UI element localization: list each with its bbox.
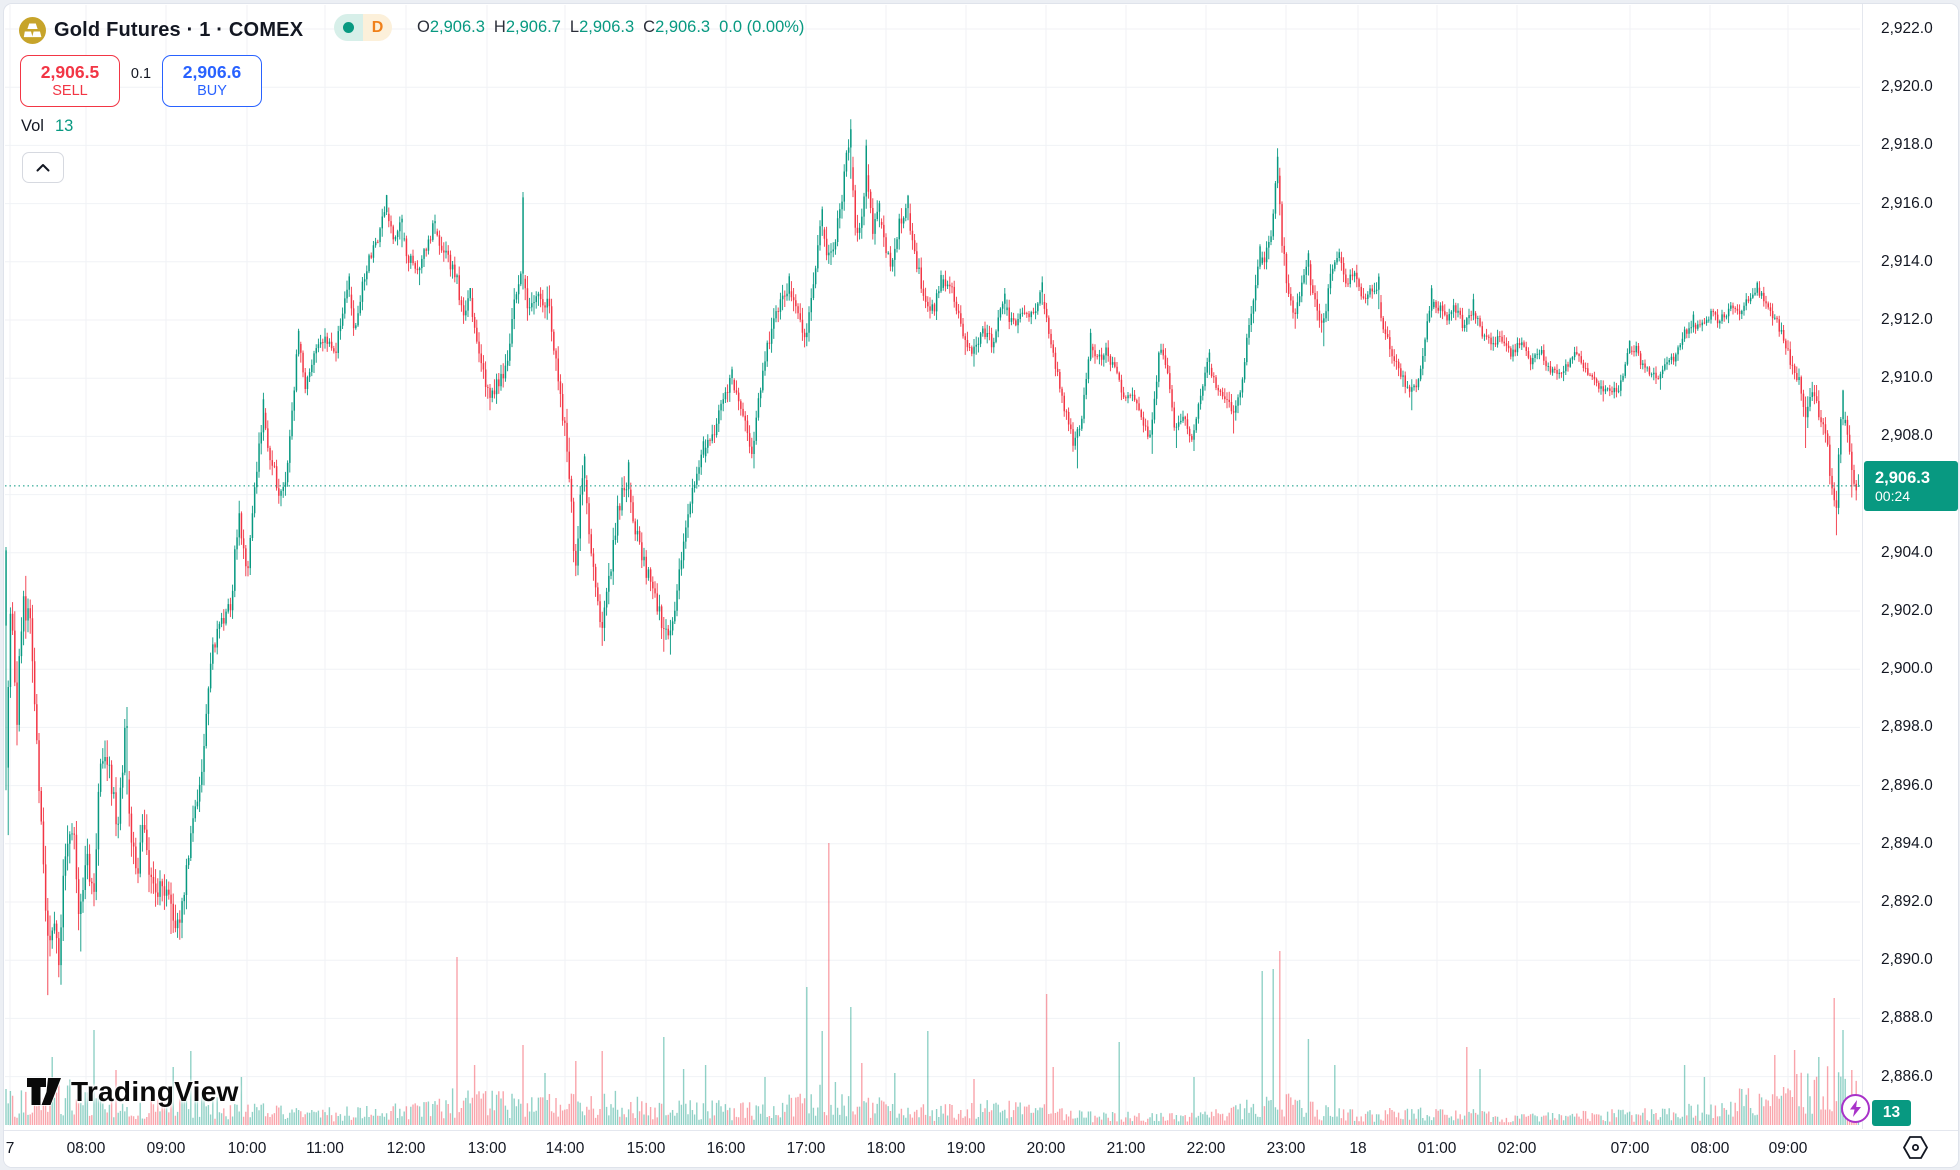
- interval-badge: D: [363, 14, 392, 41]
- time-axis-label: 16:00: [706, 1140, 746, 1157]
- time-axis-label: 7: [5, 1140, 15, 1157]
- price-axis-label: 2,918.0: [1881, 136, 1933, 153]
- time-axis-label: 08:00: [1690, 1140, 1730, 1157]
- price-axis-label: 2,898.0: [1881, 718, 1933, 735]
- interval-status-pill[interactable]: D: [334, 14, 392, 41]
- time-axis-label: 07:00: [1610, 1140, 1650, 1157]
- time-axis-label: 18: [1349, 1140, 1367, 1157]
- tradingview-mark-icon: [26, 1077, 62, 1106]
- price-axis[interactable]: 2,922.0 2,920.0 2,918.0 2,916.0 2,914.0 2,912…: [1862, 4, 1958, 1129]
- time-axis-label: 08:00: [66, 1140, 106, 1157]
- time-axis-label: 18:00: [866, 1140, 906, 1157]
- buy-button[interactable]: 2,906.6 BUY: [162, 55, 262, 107]
- time-axis-label: 14:00: [545, 1140, 585, 1157]
- symbol-title[interactable]: Gold Futures · 1 · COMEX: [54, 19, 304, 41]
- current-price-tag: 2,906.3 00:24: [1864, 461, 1958, 511]
- buy-price: 2,906.6: [182, 62, 242, 82]
- ohlc-value: 2,906.7: [505, 18, 561, 36]
- last-bar-volume-badge: 13: [1872, 1100, 1911, 1126]
- ohlc-key: H: [493, 18, 506, 36]
- down-candle-wicks: [12, 156, 1857, 996]
- time-axis-label: 19:00: [946, 1140, 986, 1157]
- price-axis-label: 2,910.0: [1881, 369, 1933, 386]
- price-axis-label: 2,890.0: [1881, 951, 1933, 968]
- time-axis-label: 02:00: [1497, 1140, 1537, 1157]
- chart-card: Gold Futures · 1 · COMEX D O2,906.3 H2,90…: [3, 3, 1959, 1168]
- ohlc-key: C: [643, 18, 656, 36]
- ohlc-key: O: [417, 18, 430, 36]
- market-open-dot-icon: [343, 22, 354, 33]
- ohlc-value: 2,906.3: [579, 18, 635, 36]
- time-axis-label: 15:00: [626, 1140, 666, 1157]
- bar-countdown: 00:24: [1875, 487, 1911, 504]
- time-axis-label: 01:00: [1417, 1140, 1457, 1157]
- price-axis-label: 2,920.0: [1881, 78, 1933, 95]
- collapse-panel-button[interactable]: [22, 152, 64, 183]
- volume-bars-down: [11, 843, 1857, 1125]
- price-axis-label: 2,894.0: [1881, 835, 1933, 852]
- ohlc-value: 2,906.3: [655, 18, 711, 36]
- time-axis-label: 13:00: [467, 1140, 507, 1157]
- price-axis-label: 2,908.0: [1881, 427, 1933, 444]
- buy-label: BUY: [197, 83, 227, 99]
- sell-label: SELL: [52, 83, 88, 99]
- up-candle-wicks: [5, 119, 1859, 985]
- ohlc-values-row: O2,906.3 H2,906.7 L2,906.3 C2,906.3 0.0 (0.0…: [417, 18, 804, 37]
- ohlc-value: 2,906.3: [429, 18, 485, 36]
- price-axis-label: 2,892.0: [1881, 893, 1933, 910]
- time-axis-label: 22:00: [1186, 1140, 1226, 1157]
- time-axis-label: 23:00: [1266, 1140, 1306, 1157]
- price-axis-label: 2,912.0: [1881, 311, 1933, 328]
- ohlc-value: 0.0 (0.00%): [719, 18, 805, 36]
- flash-orders-button[interactable]: [1841, 1094, 1870, 1123]
- sell-price: 2,906.5: [40, 62, 100, 82]
- price-axis-label: 2,896.0: [1881, 777, 1933, 794]
- volume-bars-up: [5, 969, 1860, 1125]
- price-axis-label: 2,904.0: [1881, 544, 1933, 561]
- up-candle-bodies: [5, 129, 1860, 966]
- price-axis-label: 2,886.0: [1881, 1068, 1933, 1085]
- time-axis-label: 10:00: [227, 1140, 267, 1157]
- volume-indicator-value: 13: [54, 117, 74, 135]
- tradingview-wordmark: TradingView: [71, 1076, 239, 1107]
- time-axis[interactable]: 7 08:00 09:00 10:00 11:00 12:00 13:00 14:00 15:0…: [4, 1130, 1958, 1167]
- sell-button[interactable]: 2,906.5 SELL: [20, 55, 120, 107]
- tradingview-logo[interactable]: TradingView: [26, 1076, 239, 1108]
- price-axis-label: 2,888.0: [1881, 1009, 1933, 1026]
- time-axis-label: 20:00: [1026, 1140, 1066, 1157]
- price-axis-label: 2,902.0: [1881, 602, 1933, 619]
- grid-lines: [5, 5, 1860, 1126]
- market-status-dot-wrap: [334, 14, 363, 41]
- price-axis-label: 2,900.0: [1881, 660, 1933, 677]
- candlestick-chart-canvas[interactable]: [4, 4, 1958, 1167]
- time-axis-label: 11:00: [306, 1140, 344, 1157]
- volume-indicator-label: Vol: [21, 117, 44, 135]
- down-candle-bodies: [11, 167, 1857, 966]
- lightning-icon: [1850, 1100, 1861, 1117]
- gold-futures-logo-icon[interactable]: [19, 17, 46, 44]
- volume-indicator-row[interactable]: Vol 13: [21, 117, 73, 136]
- price-axis-label: 2,922.0: [1881, 20, 1933, 37]
- spread-value: 0.1: [130, 66, 152, 82]
- time-axis-label: 12:00: [386, 1140, 426, 1157]
- time-axis-label: 17:00: [786, 1140, 826, 1157]
- ohlc-key: L: [569, 18, 580, 36]
- current-price-value: 2,906.3: [1875, 468, 1931, 487]
- time-axis-label: 09:00: [146, 1140, 186, 1157]
- chevron-up-icon: [36, 164, 50, 172]
- price-axis-label: 2,914.0: [1881, 253, 1933, 270]
- session-settings-icon[interactable]: [1902, 1135, 1929, 1160]
- price-axis-label: 2,916.0: [1881, 195, 1933, 212]
- time-axis-label: 09:00: [1768, 1140, 1808, 1157]
- time-axis-label: 21:00: [1106, 1140, 1146, 1157]
